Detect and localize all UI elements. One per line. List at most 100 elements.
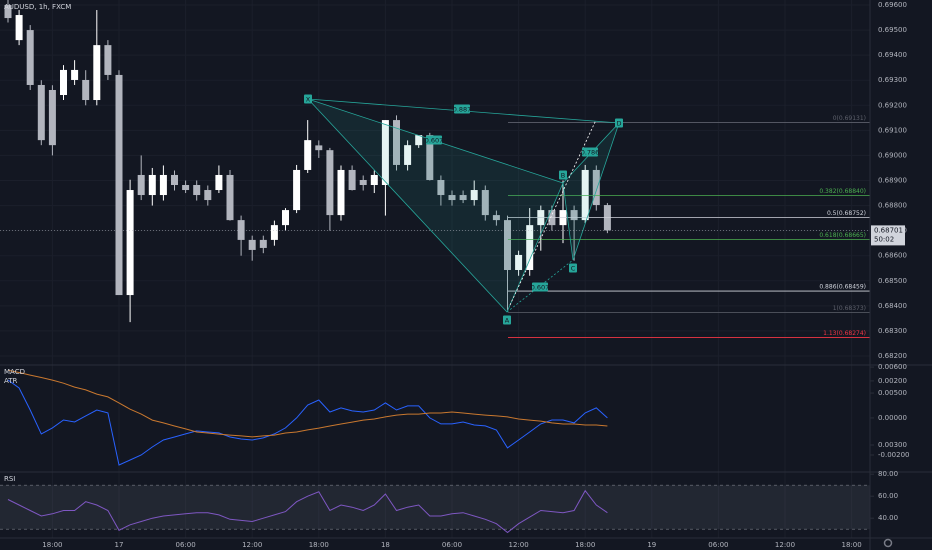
candle-body (359, 179, 367, 186)
y-tick-label: 0.68200 (878, 352, 907, 360)
candle-body (93, 45, 101, 101)
candle-body (171, 174, 178, 186)
fib-label: 0.5(0.68752) (827, 210, 866, 217)
pattern-ratio: 0.887 (453, 106, 472, 114)
candle-body (370, 174, 378, 186)
candle-body (148, 174, 156, 196)
candle-body (71, 69, 79, 80)
y-tick-label: 40.00 (878, 514, 898, 522)
y-tick-label: 0.69200 (878, 101, 907, 109)
y-tick-label: 0.69100 (878, 126, 907, 134)
candle-body (592, 169, 600, 206)
pattern-ratio: 0.607 (425, 137, 444, 145)
x-tick-label: 18:00 (842, 541, 862, 549)
fib-label: 0.618(0.68665) (819, 232, 866, 239)
candle-body (459, 195, 467, 201)
pattern-ratio-box (582, 147, 598, 157)
y2-tick-label: 0.00300 (878, 441, 907, 449)
candle-body (60, 69, 67, 96)
y-tick-label: 0.68500 (878, 277, 907, 285)
candle-body (226, 174, 234, 221)
series-line (7, 379, 608, 466)
y-tick-label: 0.68900 (878, 176, 907, 184)
last-price-tag (871, 225, 905, 246)
settings-icon[interactable] (883, 538, 893, 548)
pattern-point: X (306, 96, 311, 104)
candle-body (315, 145, 323, 151)
y-tick-label: 0.00200 (878, 377, 907, 385)
series-line (7, 369, 608, 438)
candle-body (504, 220, 511, 270)
y-tick-label: 0.68600 (878, 252, 907, 260)
y-tick-label: 0.69300 (878, 76, 907, 84)
y-tick-label: 0.69000 (878, 151, 907, 159)
x-tick-label: 17 (115, 541, 124, 549)
chart-title: AUDUSD, 1h, FXCM (4, 3, 71, 11)
fib-label: 1.13(0.68274) (823, 330, 866, 337)
x-tick-label: 06:00 (708, 541, 728, 549)
candle-body (381, 120, 389, 186)
fib-label: 0(0.69131) (833, 115, 866, 122)
candle-body (581, 169, 589, 221)
candle-body (237, 220, 245, 240)
candle-body (337, 169, 345, 216)
x-tick-label: 19 (647, 541, 656, 549)
pattern-ratio-box (454, 104, 470, 114)
pattern-point-box (615, 118, 623, 128)
y-tick-label: 0.69400 (878, 51, 907, 59)
candle-body (15, 15, 23, 41)
x-tick-label: 12:00 (242, 541, 262, 549)
y-tick-label: 60.00 (878, 492, 898, 500)
y-tick-label: 0.69500 (878, 26, 907, 34)
fib-label: 0.886(0.68459) (819, 284, 866, 291)
pattern-point: A (505, 317, 510, 325)
candle-body (437, 179, 445, 196)
candle-body (4, 5, 12, 19)
candle-body (37, 84, 45, 141)
candle-body (348, 169, 356, 191)
last-price-label: 0.68701 (874, 226, 903, 234)
candle-body (492, 215, 500, 221)
candle-body (115, 74, 123, 296)
candle-body (193, 185, 201, 196)
pattern-ratio-box (532, 282, 548, 292)
candle-body (293, 169, 301, 211)
candle-body (481, 190, 489, 216)
candle-body (159, 174, 167, 196)
candle-body (515, 254, 523, 270)
rsi-band (0, 485, 870, 530)
candle-body (126, 190, 134, 296)
x-tick-label: 18 (381, 541, 390, 549)
countdown: 50:02 (874, 235, 894, 243)
x-tick-label: 18:00 (42, 541, 62, 549)
pattern-ratio: 0.786 (581, 149, 600, 157)
candle-body (259, 239, 267, 248)
candle-body (137, 174, 145, 196)
x-tick-label: 12:00 (775, 541, 795, 549)
candle-body (304, 140, 312, 170)
pattern-point: C (571, 265, 576, 273)
pattern-point-box (559, 170, 567, 180)
y-tick-label: 0.68800 (878, 202, 907, 210)
pattern-ratio: 0.607 (531, 284, 550, 292)
candle-body (48, 89, 56, 146)
fib-label: 1(0.68373) (833, 305, 866, 312)
legend-entry: MACD (4, 368, 25, 376)
gear[interactable] (883, 538, 893, 548)
candle-body (215, 174, 223, 191)
candle-body (282, 210, 289, 226)
candle-body (415, 135, 423, 146)
candle-body (82, 79, 90, 101)
series-line (7, 489, 608, 534)
candle-body (248, 239, 256, 250)
pattern-point-box (569, 263, 577, 273)
y-tick-label: 0.00000 (878, 414, 907, 422)
pattern-point: D (616, 120, 621, 128)
candle-body (182, 185, 190, 191)
candle-body (526, 225, 534, 270)
y-tick-label: 80.00 (878, 470, 898, 478)
candle-body (204, 190, 212, 201)
fib-label: 0.382(0.68840) (819, 188, 866, 195)
